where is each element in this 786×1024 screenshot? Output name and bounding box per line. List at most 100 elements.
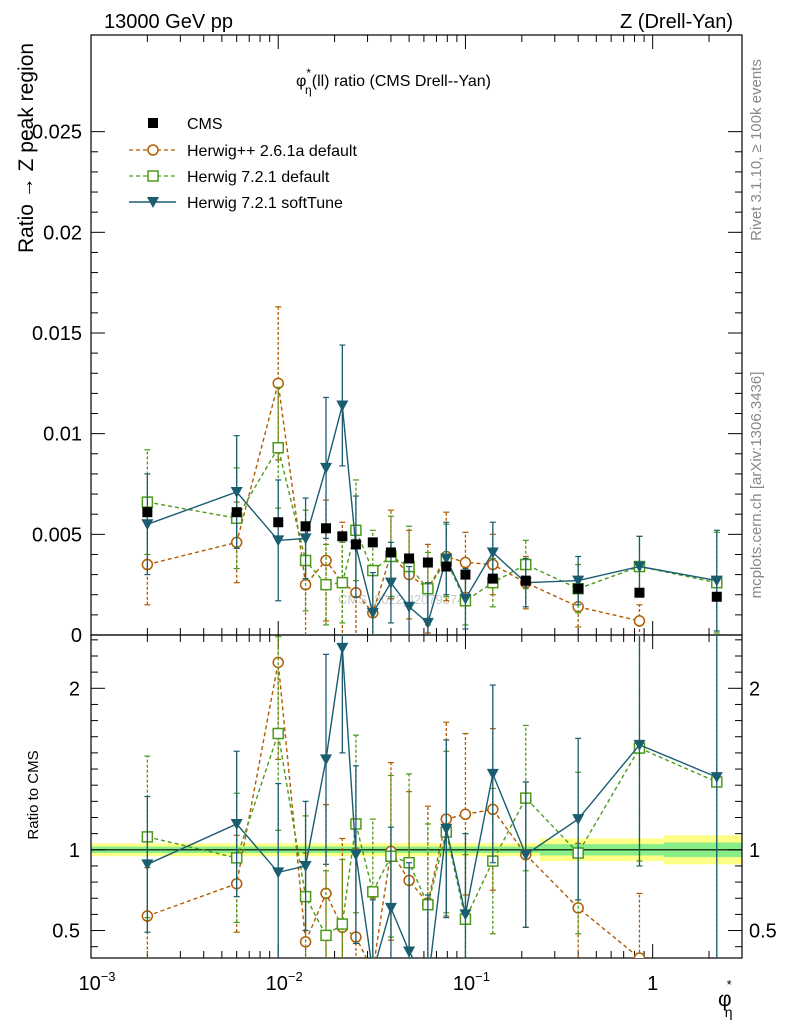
xlabel-sub: η bbox=[725, 1004, 733, 1020]
main-point-cms bbox=[142, 507, 153, 518]
ratio-series-h721s bbox=[141, 635, 723, 958]
title-phi: φ bbox=[296, 73, 306, 90]
main-point-h261 bbox=[459, 556, 472, 569]
main-y-tick-label: 0.02 bbox=[43, 222, 82, 244]
ratio-plot-frame bbox=[90, 634, 743, 959]
legend-entry-herwigpp-261a: Herwig++ 2.6.1a default bbox=[129, 143, 357, 160]
x-tick-label: 1 bbox=[647, 973, 658, 995]
ratio-y-tick-label: 1 bbox=[69, 840, 80, 862]
ratio-point-h261 bbox=[459, 808, 472, 821]
x-axis-label: φ* η bbox=[718, 977, 732, 1020]
x-tick-base: 10 bbox=[266, 973, 288, 995]
legend-herwigpp-marker bbox=[147, 144, 159, 156]
main-y-axis-label: Ratio → Z peak region bbox=[15, 43, 38, 253]
ratio-point-h721s bbox=[440, 823, 453, 835]
ratio-point-h721s bbox=[141, 859, 154, 871]
main-point-h261 bbox=[320, 554, 332, 567]
main-point-cms bbox=[573, 583, 584, 594]
ratio-point-h721s bbox=[459, 909, 472, 921]
main-point-cms bbox=[385, 547, 396, 558]
ratio-point-h721s bbox=[633, 739, 646, 751]
legend-softtune-label: Herwig 7.2.1 softTune bbox=[187, 195, 343, 212]
main-point-cms bbox=[350, 539, 361, 550]
main-y-tick-label: 0 bbox=[71, 625, 82, 647]
main-point-h721 bbox=[336, 576, 349, 589]
main-y-tick-label: 0.01 bbox=[43, 424, 82, 446]
ratio-point-h721 bbox=[336, 918, 349, 930]
main-point-h261 bbox=[633, 615, 646, 627]
legend-herwigpp-label: Herwig++ 2.6.1a default bbox=[187, 143, 357, 160]
ratio-point-h721 bbox=[272, 727, 284, 740]
ratio-point-h721s bbox=[710, 772, 723, 784]
ratio-point-h721s bbox=[572, 814, 585, 826]
main-point-h721s bbox=[459, 593, 472, 605]
header-process-label: Z (Drell-Yan) bbox=[620, 11, 733, 33]
legend-softtune-marker bbox=[147, 197, 159, 208]
ratio-point-h261 bbox=[633, 952, 646, 958]
xlabel-phi: φ bbox=[718, 988, 732, 1011]
main-point-h721s bbox=[384, 577, 397, 589]
main-y-tick-label: 0.015 bbox=[32, 323, 82, 345]
ratio-point-h721s bbox=[519, 849, 532, 861]
main-point-cms bbox=[422, 557, 433, 568]
main-point-h721 bbox=[272, 442, 284, 454]
main-point-cms bbox=[273, 517, 284, 528]
main-point-h261 bbox=[272, 377, 284, 390]
ratio-line-h261 bbox=[147, 662, 640, 958]
main-point-h721s bbox=[421, 617, 434, 629]
ratio-y-tick-label-right: 0.5 bbox=[749, 921, 777, 943]
rivet-version-note: Rivet 3.1.10, ≥ 100k events bbox=[748, 59, 765, 241]
x-tick-exponent: −1 bbox=[475, 969, 490, 984]
title-sub: η bbox=[305, 83, 312, 97]
main-point-h721s bbox=[486, 547, 499, 559]
ratio-point-h721s bbox=[230, 818, 243, 830]
mcplots-reference-note: mcplots.cern.ch [arXiv:1306.3436] bbox=[748, 372, 765, 599]
main-point-h721s bbox=[336, 400, 349, 412]
main-point-cms bbox=[337, 531, 348, 542]
ratio-y-tick-label-right: 1 bbox=[749, 840, 760, 862]
ratio-y-axis-label: Ratio to CMS bbox=[25, 750, 42, 839]
main-plot-title: φ* η(ll) ratio (CMS Drell--Yan) bbox=[296, 66, 491, 97]
main-point-cms bbox=[520, 575, 531, 586]
ratio-point-h721 bbox=[367, 886, 379, 898]
x-tick-base: 1 bbox=[647, 973, 658, 995]
main-point-cms bbox=[367, 537, 378, 548]
main-point-cms bbox=[231, 507, 242, 518]
main-y-tick-label: 0.005 bbox=[32, 524, 82, 546]
ratio-point-h721s bbox=[384, 902, 397, 914]
ratio-point-h721s bbox=[336, 642, 349, 654]
main-series-cms bbox=[142, 507, 722, 602]
main-point-h721s bbox=[230, 487, 243, 499]
main-point-h721s bbox=[299, 533, 312, 545]
main-point-h721s bbox=[572, 575, 585, 587]
x-tick-label: 10−3 bbox=[78, 969, 115, 995]
x-tick-base: 10 bbox=[453, 973, 475, 995]
main-point-h721s bbox=[366, 607, 379, 619]
ratio-y-tick-label: 0.5 bbox=[52, 921, 80, 943]
main-point-h721s bbox=[633, 561, 646, 573]
main-point-cms bbox=[634, 587, 645, 598]
main-point-h721s bbox=[710, 575, 723, 587]
ratio-point-h721s bbox=[299, 860, 312, 872]
legend-cms-marker bbox=[148, 118, 158, 128]
ratio-point-h721s bbox=[272, 867, 285, 879]
main-point-cms bbox=[404, 553, 415, 564]
legend-herwig721-marker bbox=[147, 170, 159, 182]
main-point-h721s bbox=[440, 553, 453, 565]
main-point-h721s bbox=[141, 519, 154, 531]
x-tick-label: 10−2 bbox=[266, 969, 303, 995]
ratio-y-tick-label-right: 2 bbox=[749, 678, 760, 700]
title-sup: * bbox=[306, 66, 311, 80]
ratio-point-h721s bbox=[486, 768, 499, 780]
ratio-line-h721s bbox=[147, 647, 718, 958]
legend: CMS Herwig++ 2.6.1a default Herwig 7.2.1… bbox=[129, 116, 357, 212]
main-series-h721s bbox=[141, 344, 723, 635]
x-tick-base: 10 bbox=[78, 973, 100, 995]
main-point-h721s bbox=[403, 601, 416, 613]
main-line-h721s bbox=[147, 405, 717, 625]
main-point-h721s bbox=[320, 462, 333, 474]
title-rest: (ll) ratio (CMS Drell--Yan) bbox=[312, 73, 491, 90]
main-line-h721 bbox=[147, 445, 717, 602]
ratio-line-h721 bbox=[147, 733, 718, 937]
